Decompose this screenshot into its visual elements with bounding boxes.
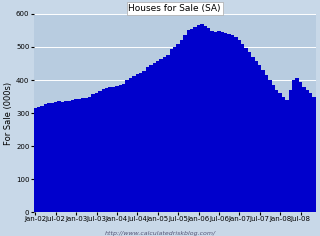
Bar (64, 101, 68, 212)
Bar (153, 63, 156, 212)
Bar (142, 71, 146, 212)
Bar (268, 80, 272, 212)
Bar (241, 44, 244, 212)
Bar (292, 80, 295, 212)
Bar (197, 25, 200, 212)
Bar (125, 80, 129, 212)
Bar (105, 88, 108, 212)
Bar (95, 93, 98, 212)
Bar (231, 35, 234, 212)
Bar (282, 97, 285, 212)
Bar (115, 86, 119, 212)
Bar (139, 73, 142, 212)
Bar (108, 87, 112, 212)
Bar (295, 78, 299, 212)
Bar (37, 107, 40, 212)
Title: Houses for Sale (SA): Houses for Sale (SA) (128, 4, 221, 13)
Bar (200, 24, 204, 212)
Bar (88, 97, 92, 212)
Bar (251, 57, 255, 212)
Bar (57, 101, 61, 212)
Bar (166, 55, 170, 212)
Bar (248, 52, 251, 212)
Bar (285, 100, 289, 212)
Bar (129, 78, 132, 212)
Bar (190, 29, 193, 212)
Bar (180, 40, 183, 212)
Bar (214, 32, 217, 212)
Bar (217, 31, 220, 212)
Bar (173, 47, 176, 212)
Bar (207, 28, 211, 212)
Bar (132, 76, 136, 212)
Bar (299, 82, 302, 212)
Bar (78, 99, 81, 212)
Bar (258, 65, 261, 212)
Bar (44, 104, 47, 212)
Bar (34, 108, 37, 212)
Bar (102, 89, 105, 212)
Bar (211, 31, 214, 212)
Bar (40, 106, 44, 212)
Text: http://www.calculatedriskblog.com/: http://www.calculatedriskblog.com/ (104, 231, 216, 236)
Bar (309, 93, 312, 212)
Bar (47, 103, 51, 212)
Bar (193, 26, 197, 212)
Bar (183, 35, 187, 212)
Y-axis label: For Sale (000s): For Sale (000s) (4, 81, 13, 145)
Bar (51, 102, 54, 212)
Bar (204, 25, 207, 212)
Bar (238, 40, 241, 212)
Bar (136, 74, 139, 212)
Bar (312, 97, 316, 212)
Bar (234, 37, 238, 212)
Bar (255, 61, 258, 212)
Bar (176, 44, 180, 212)
Bar (159, 59, 163, 212)
Bar (84, 97, 88, 212)
Bar (261, 70, 265, 212)
Bar (163, 57, 166, 212)
Bar (71, 100, 75, 212)
Bar (92, 94, 95, 212)
Bar (119, 85, 122, 212)
Bar (265, 75, 268, 212)
Bar (112, 87, 115, 212)
Bar (170, 49, 173, 212)
Bar (278, 93, 282, 212)
Bar (228, 34, 231, 212)
Bar (275, 90, 278, 212)
Bar (302, 87, 306, 212)
Bar (61, 101, 64, 212)
Bar (75, 99, 78, 212)
Bar (244, 48, 248, 212)
Bar (81, 98, 84, 212)
Bar (272, 85, 275, 212)
Bar (187, 30, 190, 212)
Bar (220, 33, 224, 212)
Bar (68, 101, 71, 212)
Bar (54, 102, 57, 212)
Bar (224, 33, 228, 212)
Bar (149, 65, 153, 212)
Bar (122, 84, 125, 212)
Bar (289, 90, 292, 212)
Bar (98, 91, 102, 212)
Bar (146, 67, 149, 212)
Bar (156, 61, 159, 212)
Bar (306, 90, 309, 212)
